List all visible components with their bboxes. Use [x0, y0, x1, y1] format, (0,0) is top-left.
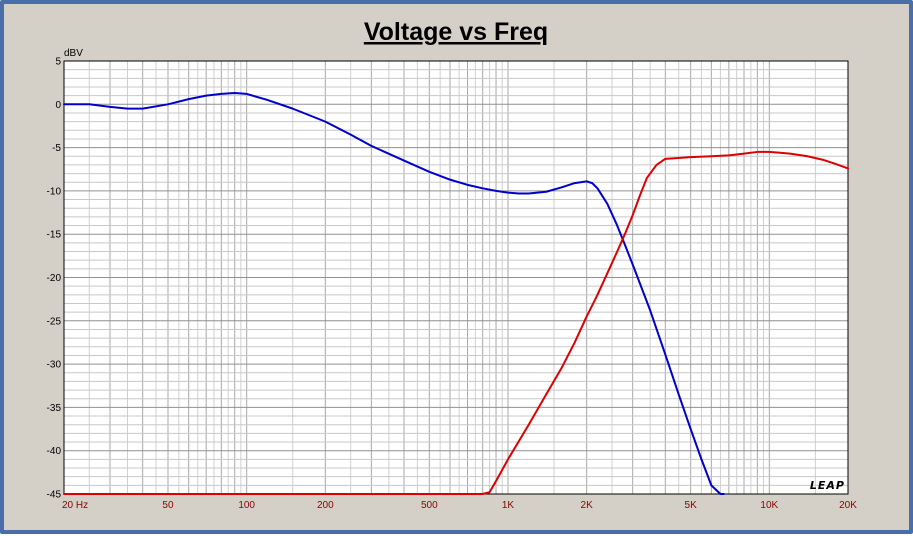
curves [63, 92, 849, 495]
x-tick-label: 20 Hz [62, 500, 88, 511]
x-tick-label: 2K [581, 500, 594, 511]
x-tick-label: 20K [839, 500, 857, 511]
y-tick-label: 5 [55, 57, 61, 68]
y-tick-label: -10 [47, 186, 62, 197]
y-tick-label: 0 [55, 100, 61, 111]
grid-lines [64, 61, 848, 494]
y-tick-label: -35 [47, 403, 62, 414]
y-tick-label: -40 [47, 446, 62, 457]
y-tick-label: -45 [47, 490, 62, 501]
y-tick-label: -25 [47, 316, 62, 327]
y-axis-unit: dBV [64, 48, 83, 59]
x-tick-label: 50 [162, 500, 174, 511]
x-tick-label: 5K [685, 500, 698, 511]
x-tick-label: 500 [421, 500, 438, 511]
y-tick-label: -15 [47, 230, 62, 241]
y-tick-label: -5 [52, 143, 61, 154]
x-tick-labels: 20 Hz 50 100 200 500 1K 2K 5K 10K 20K [62, 500, 857, 511]
x-tick-label: 1K [502, 500, 515, 511]
chart-title: Voltage vs Freq [364, 18, 548, 46]
x-tick-label: 10K [760, 500, 778, 511]
y-tick-label: -20 [47, 273, 62, 284]
series-line-red [63, 150, 849, 495]
series-line-blue [63, 92, 725, 495]
x-tick-label: 200 [317, 500, 334, 511]
y-tick-labels: 5 0 -5 -10 -15 -20 -25 -30 -35 -40 -45 [47, 57, 62, 501]
x-tick-label: 100 [238, 500, 255, 511]
leap-logo: LEAP [810, 479, 845, 492]
y-tick-label: -30 [47, 360, 62, 371]
